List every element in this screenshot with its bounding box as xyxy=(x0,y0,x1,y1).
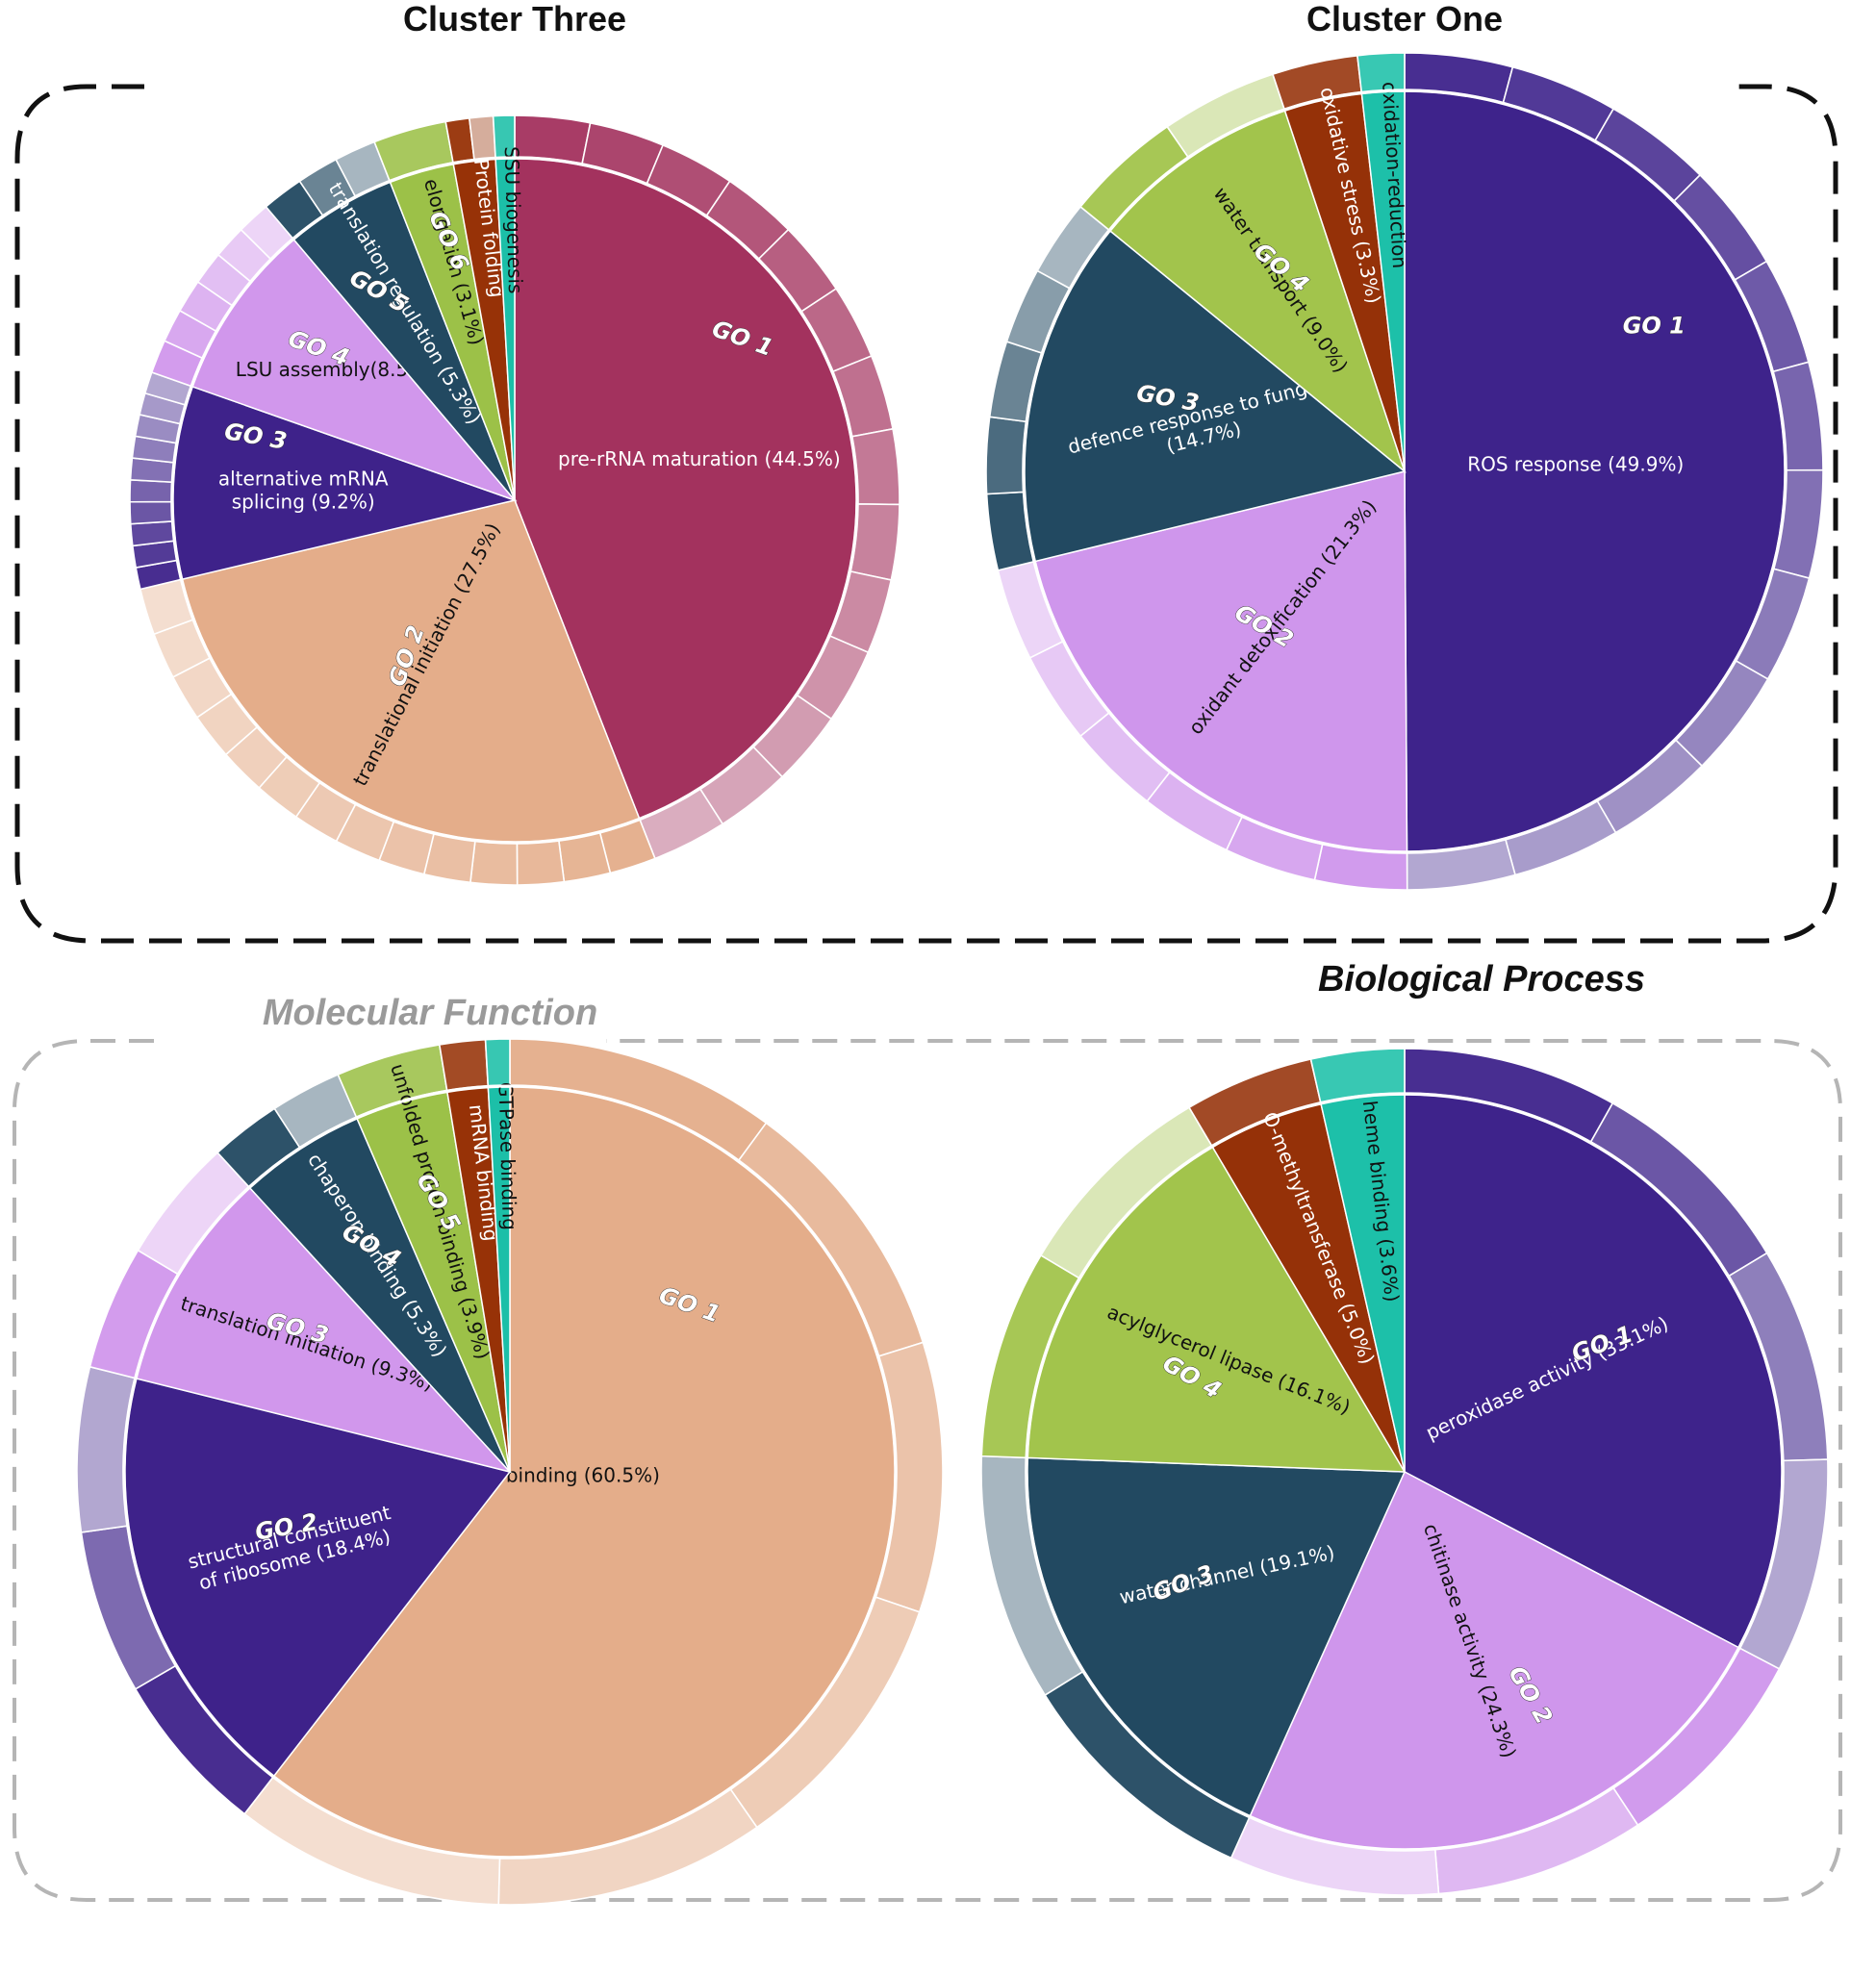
ring-segment xyxy=(438,1038,490,1092)
molecular-function-frame xyxy=(13,1039,1842,1902)
ring-segment xyxy=(514,114,592,164)
ring-segment xyxy=(484,1038,511,1087)
ring-divider xyxy=(122,1084,898,1860)
ring-segment xyxy=(469,840,519,886)
slice-label-line: alternative mRNA xyxy=(218,467,389,490)
ring-segment xyxy=(557,831,612,883)
ring-segment xyxy=(516,840,566,886)
ring-segment xyxy=(129,500,173,525)
slice-label: pre-rRNA maturation (44.5%) xyxy=(558,447,841,470)
slice-label: GTPase binding xyxy=(494,1082,521,1231)
molecular-function-label: Molecular Function xyxy=(263,993,597,1033)
ring-segment xyxy=(129,520,175,547)
cluster-one-title: Cluster One xyxy=(1306,0,1503,38)
ring-segment xyxy=(850,427,900,506)
biological-process-label: Biological Process xyxy=(1318,959,1645,1000)
slice-label: SSU biogenesis xyxy=(500,146,527,294)
ring-segment xyxy=(129,479,173,503)
cluster-three-bp-chart: pre-rRNA maturation (44.5%)GO 1translati… xyxy=(129,114,900,886)
ring-divider xyxy=(1022,89,1787,854)
biological-process-frame xyxy=(14,84,1838,944)
cluster-three-title: Cluster Three xyxy=(403,0,626,38)
go-term-label: GO 1 xyxy=(1623,313,1686,340)
slice-label-line: splicing (9.2%) xyxy=(232,490,375,513)
cluster-one-mf-chart: peroxidase activity (33.1%)GO 1chitinase… xyxy=(980,1048,1829,1896)
ring-divider xyxy=(170,156,859,845)
ring-segment xyxy=(468,114,496,161)
ring-segment xyxy=(985,416,1027,495)
slice-label: alternative mRNA splicing (9.2%) xyxy=(218,467,389,513)
ring-divider xyxy=(1025,1092,1785,1852)
slice-label: ROS response (49.9%) xyxy=(1467,452,1684,475)
